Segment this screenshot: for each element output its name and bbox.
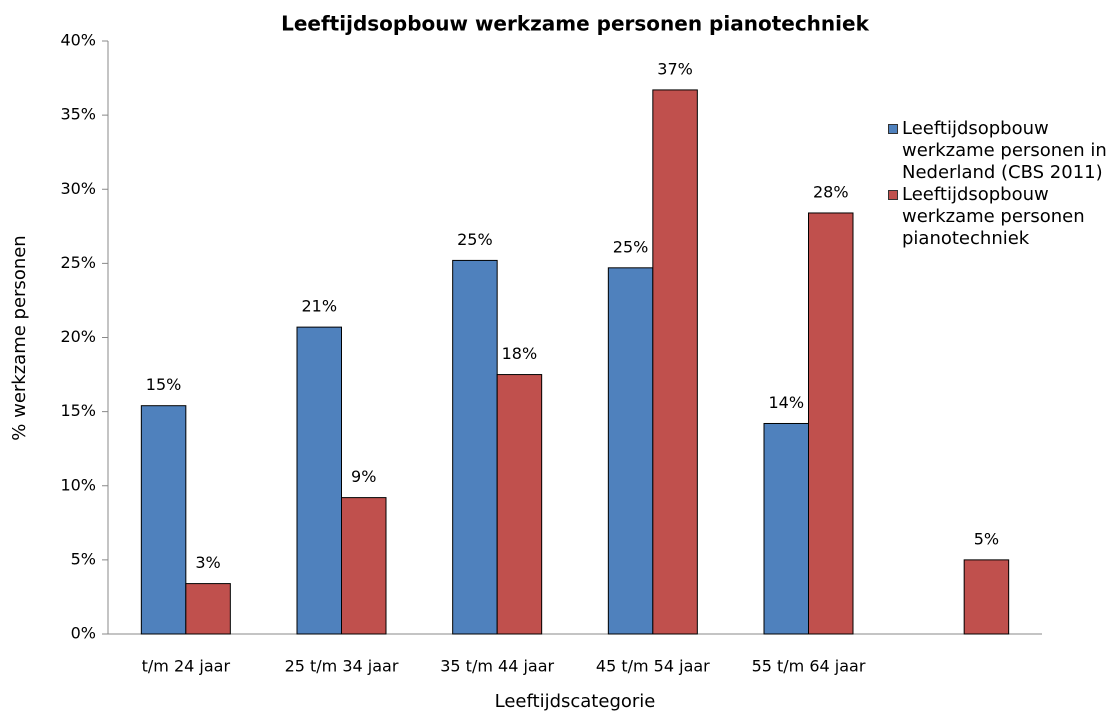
y-tick-label: 35% (60, 105, 96, 124)
data-label: 21% (301, 297, 337, 316)
y-tick-label: 20% (60, 327, 96, 346)
x-tick-label: 45 t/m 54 jaar (596, 657, 710, 676)
y-tick-label: 40% (60, 31, 96, 50)
data-label: 14% (768, 393, 804, 412)
data-label: 5% (974, 529, 999, 548)
bar (296, 326, 342, 635)
y-tick-label: 0% (71, 624, 96, 643)
bar (652, 89, 698, 635)
bar (963, 559, 1010, 635)
legend-swatch (888, 124, 898, 134)
x-tick-label: t/m 24 jaar (142, 657, 231, 676)
bar (763, 422, 809, 635)
bar (452, 259, 498, 635)
bar (496, 374, 543, 635)
bar (341, 497, 387, 635)
bar (185, 583, 231, 635)
x-tick-label: 55 t/m 64 jaar (752, 657, 866, 676)
bar (607, 267, 654, 635)
y-tick-label: 25% (60, 253, 96, 272)
bar (808, 212, 854, 635)
y-tick-label: 5% (71, 549, 96, 568)
data-label: 15% (146, 375, 182, 394)
y-tick-label: 15% (60, 401, 96, 420)
data-label: 25% (613, 237, 649, 256)
data-label: 9% (351, 467, 376, 486)
legend-label: Leeftijdsopbouw werkzame personen in Ned… (902, 118, 1107, 183)
legend-entry: Leeftijdsopbouw werkzame personen in Ned… (884, 118, 1112, 184)
x-tick-label: 35 t/m 44 jaar (440, 657, 554, 676)
x-axis-label: Leeftijdscategorie (495, 691, 656, 712)
legend-entry: Leeftijdsopbouw werkzame personen pianot… (884, 184, 1112, 250)
y-axis-label: % werkzame personen (9, 235, 30, 440)
y-tick-label: 30% (60, 179, 96, 198)
legend-swatch (888, 190, 898, 200)
data-label: 18% (502, 344, 538, 363)
data-label: 3% (195, 553, 220, 572)
data-label: 37% (657, 59, 693, 78)
data-label: 28% (813, 182, 849, 201)
data-label: 25% (457, 230, 493, 249)
legend: Leeftijdsopbouw werkzame personen in Ned… (884, 118, 1112, 250)
bar (140, 405, 187, 635)
x-tick-label: 25 t/m 34 jaar (285, 657, 399, 676)
chart-title: Leeftijdsopbouw werkzame personen pianot… (281, 12, 869, 36)
y-tick-label: 10% (60, 475, 96, 494)
legend-label: Leeftijdsopbouw werkzame personen pianot… (902, 184, 1085, 249)
